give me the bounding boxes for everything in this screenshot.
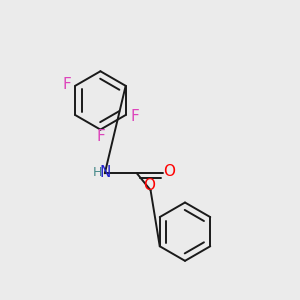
Text: F: F bbox=[97, 129, 105, 144]
Text: O: O bbox=[164, 164, 175, 179]
Text: N: N bbox=[100, 165, 111, 180]
Text: O: O bbox=[143, 178, 155, 193]
Text: F: F bbox=[130, 109, 139, 124]
Text: H: H bbox=[92, 166, 102, 179]
Text: F: F bbox=[63, 77, 71, 92]
